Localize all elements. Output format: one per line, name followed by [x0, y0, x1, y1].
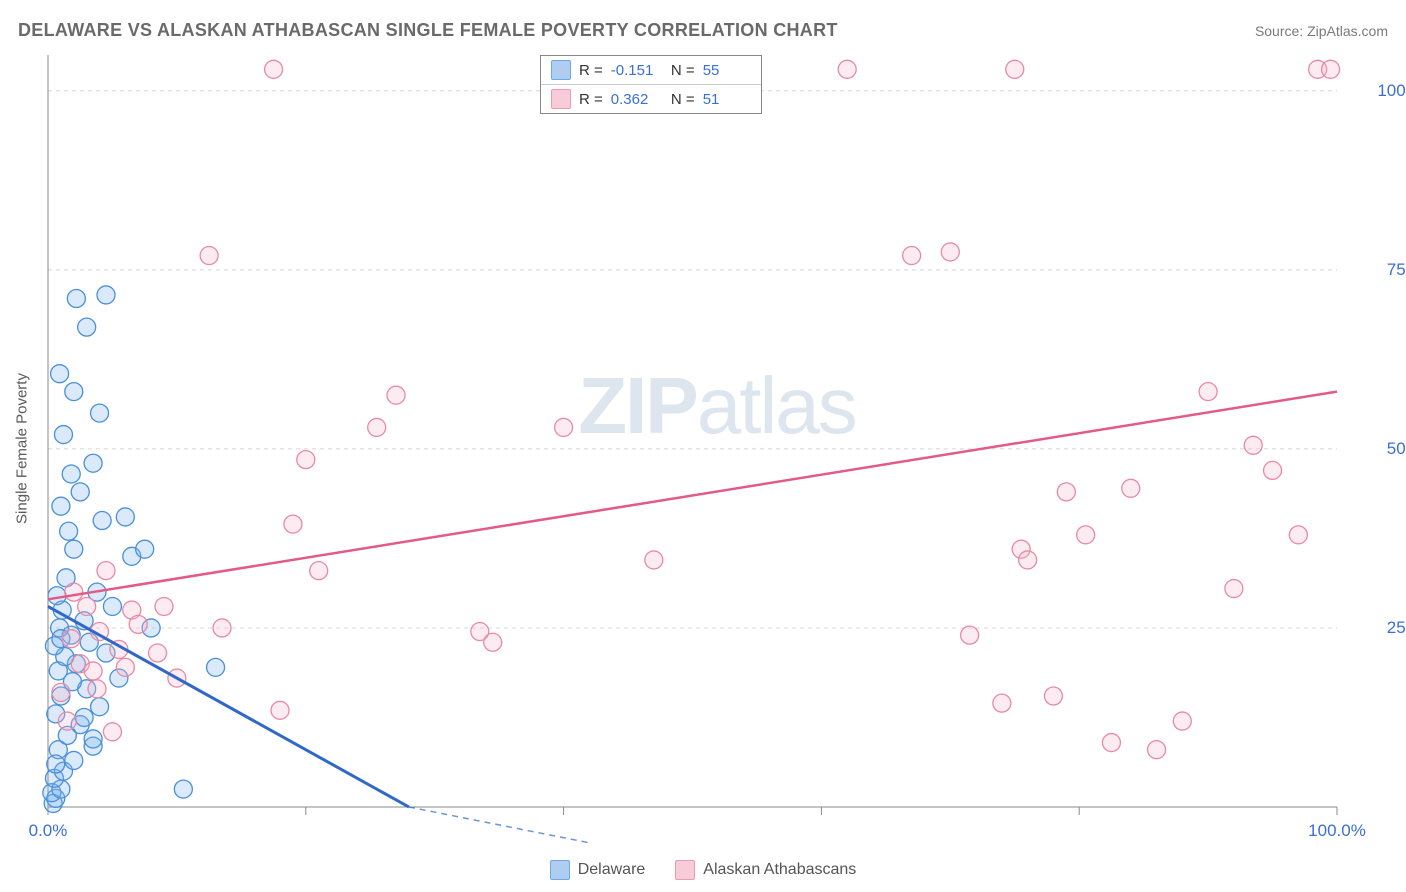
stats-row-athabascan: R = 0.362 N = 51 [541, 84, 761, 113]
legend-swatch-athabascan [675, 860, 695, 880]
chart-title: DELAWARE VS ALASKAN ATHABASCAN SINGLE FE… [18, 20, 838, 41]
legend-item-athabascan: Alaskan Athabascans [675, 860, 856, 880]
y-tick-label: 100.0% [1377, 81, 1406, 101]
plot-area: ZIPatlas 25.0%50.0%75.0%100.0%0.0%100.0% [47, 55, 1387, 835]
x-tick-label: 0.0% [29, 821, 68, 841]
correlation-stats-box: R = -0.151 N = 55 R = 0.362 N = 51 [540, 55, 762, 114]
swatch-athabascan [551, 89, 571, 109]
scatter-chart [47, 55, 1387, 835]
source-attribution: Source: ZipAtlas.com [1255, 23, 1388, 39]
legend-item-delaware: Delaware [550, 860, 646, 880]
legend-swatch-delaware [550, 860, 570, 880]
swatch-delaware [551, 60, 571, 80]
x-tick-label: 100.0% [1308, 821, 1366, 841]
y-axis-label: Single Female Poverty [14, 373, 31, 524]
stats-row-delaware: R = -0.151 N = 55 [541, 56, 761, 84]
chart-header: DELAWARE VS ALASKAN ATHABASCAN SINGLE FE… [18, 20, 1388, 41]
legend: Delaware Alaskan Athabascans [0, 860, 1406, 880]
y-tick-label: 50.0% [1387, 439, 1406, 459]
y-tick-label: 25.0% [1387, 618, 1406, 638]
y-tick-label: 75.0% [1387, 260, 1406, 280]
